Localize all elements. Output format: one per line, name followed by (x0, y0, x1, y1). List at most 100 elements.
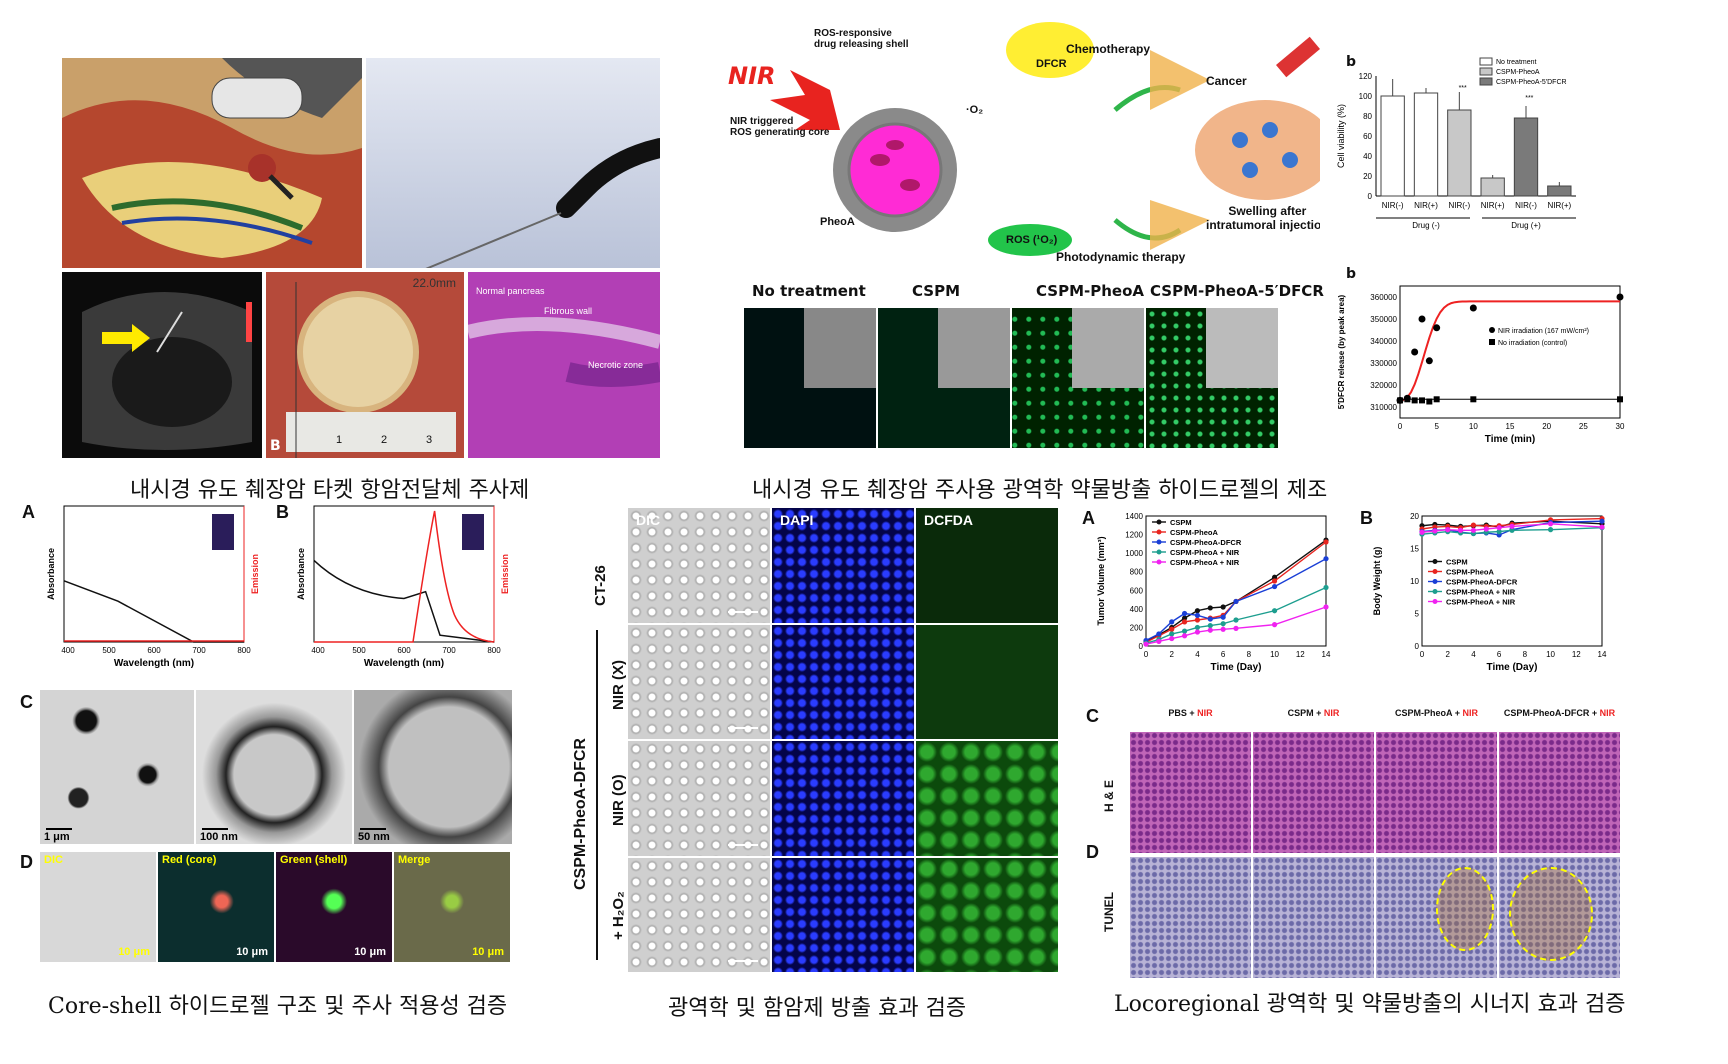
data-point (1181, 619, 1188, 625)
data-point-control (1419, 397, 1425, 404)
histology-image: Normal pancreas Fibrous wall Necrotic zo… (468, 272, 660, 458)
row-label-nir-x: NIR (X) (610, 660, 627, 710)
ultrasound-image (62, 272, 262, 458)
x-tick-label: 10 (1469, 422, 1478, 431)
y-tick-label: 600 (1130, 586, 1144, 595)
data-point-control (1470, 396, 1477, 403)
histo-image (1376, 857, 1497, 978)
y-tick-label: 0 (1368, 192, 1373, 201)
legend-label: CSPM-PheoA-DFCR (1446, 578, 1518, 587)
data-point (1220, 604, 1226, 610)
ruler-number-1: 1 (336, 434, 343, 446)
confocal-label-dic: DIC (44, 854, 63, 866)
fluor-image-4 (1146, 308, 1278, 448)
x-tick-label: NIR(+) (1481, 201, 1505, 210)
row-label-he: H & E (1102, 779, 1116, 812)
schematic: NIR ROS-responsive drug releasing shell … (720, 20, 1320, 270)
y-axis-label: Body Weight (g) (1372, 547, 1382, 616)
data-point (1323, 556, 1329, 562)
ruler-number-3: 3 (426, 434, 433, 446)
x-tick-label: 700 (442, 646, 456, 655)
data-point (1599, 518, 1605, 524)
confocal-scale-2: 10 μm (236, 946, 268, 958)
y-tick-label: 320000 (1370, 381, 1397, 390)
y-tick-label: 120 (1359, 72, 1373, 81)
y-tick-label: 20 (1410, 512, 1419, 521)
series-line (1145, 541, 1327, 643)
panel-label-a: A (22, 502, 35, 522)
fluor-label-cspm-pheoa-dfcr: CSPM-PheoA-5′DFCR (1150, 282, 1324, 300)
confocal-label-merge: Merge (398, 854, 431, 866)
confocal-merge: Merge 10 μm (394, 852, 510, 962)
data-point (1323, 604, 1329, 610)
anatomy-illustration (62, 58, 362, 268)
absorbance-curve (313, 559, 495, 643)
caption-bottom-right: Locoregional 광역학 및 약물방출의 시너지 효과 검증 (1114, 992, 1626, 1017)
legend-marker (1156, 519, 1162, 525)
data-point-nir (1411, 348, 1419, 356)
group-label: Drug (+) (1511, 221, 1541, 230)
endoscope-photo (366, 58, 660, 268)
legend-marker (1489, 339, 1495, 345)
histo-label-normal: Normal pancreas (476, 286, 545, 296)
legend-label: No irradiation (control) (1498, 340, 1567, 347)
x-tick-label: 4 (1195, 650, 1200, 659)
row-label-tunel: TUNEL (1102, 892, 1116, 932)
y-axis-label-right: Emission (250, 554, 260, 594)
histo-image (1130, 857, 1251, 978)
fluor-image-3 (1012, 308, 1144, 448)
y-tick-label: 80 (1363, 112, 1372, 121)
histo-col-label-text: CSPM-PheoA + (1395, 708, 1463, 718)
plot-frame (1399, 285, 1621, 419)
data-point (1271, 608, 1278, 614)
dfcr-label: DFCR (1036, 58, 1067, 70)
y-tick-label: 360000 (1370, 293, 1397, 302)
y-tick-label: 350000 (1370, 315, 1397, 324)
legend-marker (1489, 327, 1495, 333)
y-tick-label: 340000 (1370, 337, 1397, 346)
legend-marker (1156, 539, 1162, 545)
tem-scale-1: 1 μm (44, 831, 70, 843)
x-tick-label: 600 (147, 646, 161, 655)
panel-label-weight: B (1360, 508, 1373, 528)
data-point (1194, 608, 1201, 614)
data-point (1233, 617, 1239, 623)
data-point (1181, 633, 1188, 639)
fluor-image-2 (878, 308, 1010, 448)
histo-image (1253, 732, 1374, 853)
x-tick-label: 800 (487, 646, 501, 655)
data-point (1496, 525, 1502, 531)
tem-image-1: 1 μm (40, 690, 194, 844)
panel-label-b: B (270, 438, 281, 454)
data-point (1194, 617, 1201, 623)
data-point (1207, 605, 1213, 611)
x-tick-label: 15 (1506, 422, 1515, 431)
data-point (1169, 635, 1175, 642)
data-point (1547, 521, 1554, 527)
data-point (1220, 621, 1226, 627)
panel-label-tumor: A (1082, 508, 1095, 528)
release-chart: 0 5 10 15 20 25 30 310000 320000 330000 340000 3500… (1337, 285, 1625, 445)
legend-label: CSPM (1170, 518, 1192, 527)
histo-image (1130, 732, 1251, 853)
bar (1380, 95, 1405, 197)
x-tick-label: 600 (397, 646, 411, 655)
o2-label: ·O₂ (966, 104, 984, 116)
data-point-nir (1425, 357, 1433, 365)
vial-inset (462, 514, 484, 550)
legend-swatch (1479, 67, 1493, 76)
y-tick-label: 1000 (1125, 549, 1143, 558)
data-point-control (1404, 396, 1411, 403)
pheoa-label: PheoA (820, 216, 855, 228)
x-tick-label: 25 (1579, 422, 1588, 431)
cell-image (628, 624, 770, 739)
y-axis-label-left: Absorbance (296, 548, 306, 600)
cell-image (916, 857, 1058, 972)
series-line (1145, 539, 1327, 642)
scale-bar (728, 960, 758, 962)
cell-col-label: DCFDA (924, 512, 973, 528)
significance-mark: *** (1525, 95, 1533, 102)
swelling-label: Swelling after intratumoral injection (1206, 204, 1320, 232)
chemo-label: Chemotherapy (1066, 42, 1151, 56)
legend-label: CSPM-PheoA + NIR (1170, 558, 1240, 567)
